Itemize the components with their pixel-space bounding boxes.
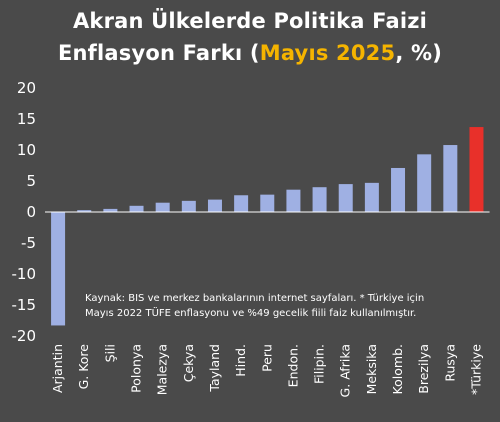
bar [391,167,406,212]
bar [234,195,249,212]
y-tick-label: 15 [17,110,36,128]
bar [181,200,196,212]
title-suffix: , %) [395,41,443,65]
bar [364,182,379,212]
x-category-label: Meksika [364,344,379,394]
x-category-label: Peru [259,344,274,372]
y-tick-label: -5 [21,234,36,252]
x-category-label: Çekya [181,344,196,382]
y-tick-label: 20 [17,79,36,97]
x-category-label: Kolomb. [390,344,405,394]
y-tick-label: -20 [12,327,37,345]
x-category-label: Brezilya [416,344,431,394]
y-axis: -20 -15 -10 -5 0 5 10 15 20 [12,79,37,345]
x-category-label: Tayland [207,344,222,393]
x-category-label: G. Afrika [338,344,353,397]
x-category-label: Malezya [155,344,170,395]
bar [338,184,353,212]
title-prefix: Enflasyon Farkı ( [57,41,260,65]
bar [469,127,484,212]
chart-title-line1: Akran Ülkelerde Politika Faizi [72,9,428,33]
y-tick-label: 0 [26,203,36,221]
bar [103,208,118,212]
x-category-label: *Türkiye [468,344,483,395]
title-highlight: Mayıs 2025 [259,41,396,65]
bar [129,205,144,212]
bar [443,145,458,212]
bar [207,199,222,212]
y-tick-label: -10 [12,265,37,283]
x-category-label: Hind. [233,344,248,377]
bar [155,202,170,212]
y-tick-label: 5 [26,172,36,190]
x-category-label: Polonya [129,344,144,393]
x-category-label: Arjantin [50,344,65,393]
x-category-label: Filipin. [312,344,327,384]
bars [51,127,484,326]
bar [51,212,66,326]
source-note-line2: Mayıs 2022 TÜFE enflasyonu ve %49 geceli… [85,306,416,319]
x-category-label: Şili [102,344,117,362]
source-note-line1: Kaynak: BIS ve merkez bankalarının inter… [85,293,424,304]
bar [260,194,275,212]
x-category-label: G. Kore [76,344,91,390]
x-category-label: Endon. [285,344,300,387]
bar [312,187,327,212]
chart-title-line2: Enflasyon Farkı (Mayıs 2025, %) [0,41,500,65]
bar [77,210,92,212]
bar [286,189,301,212]
bar [417,154,432,212]
x-axis: Arjantin G. Kore Şili Polonya Malezya Çekya Ta… [50,344,483,398]
x-category-label: Rusya [442,344,457,382]
y-tick-label: -15 [12,296,37,314]
y-tick-label: 10 [17,141,36,159]
